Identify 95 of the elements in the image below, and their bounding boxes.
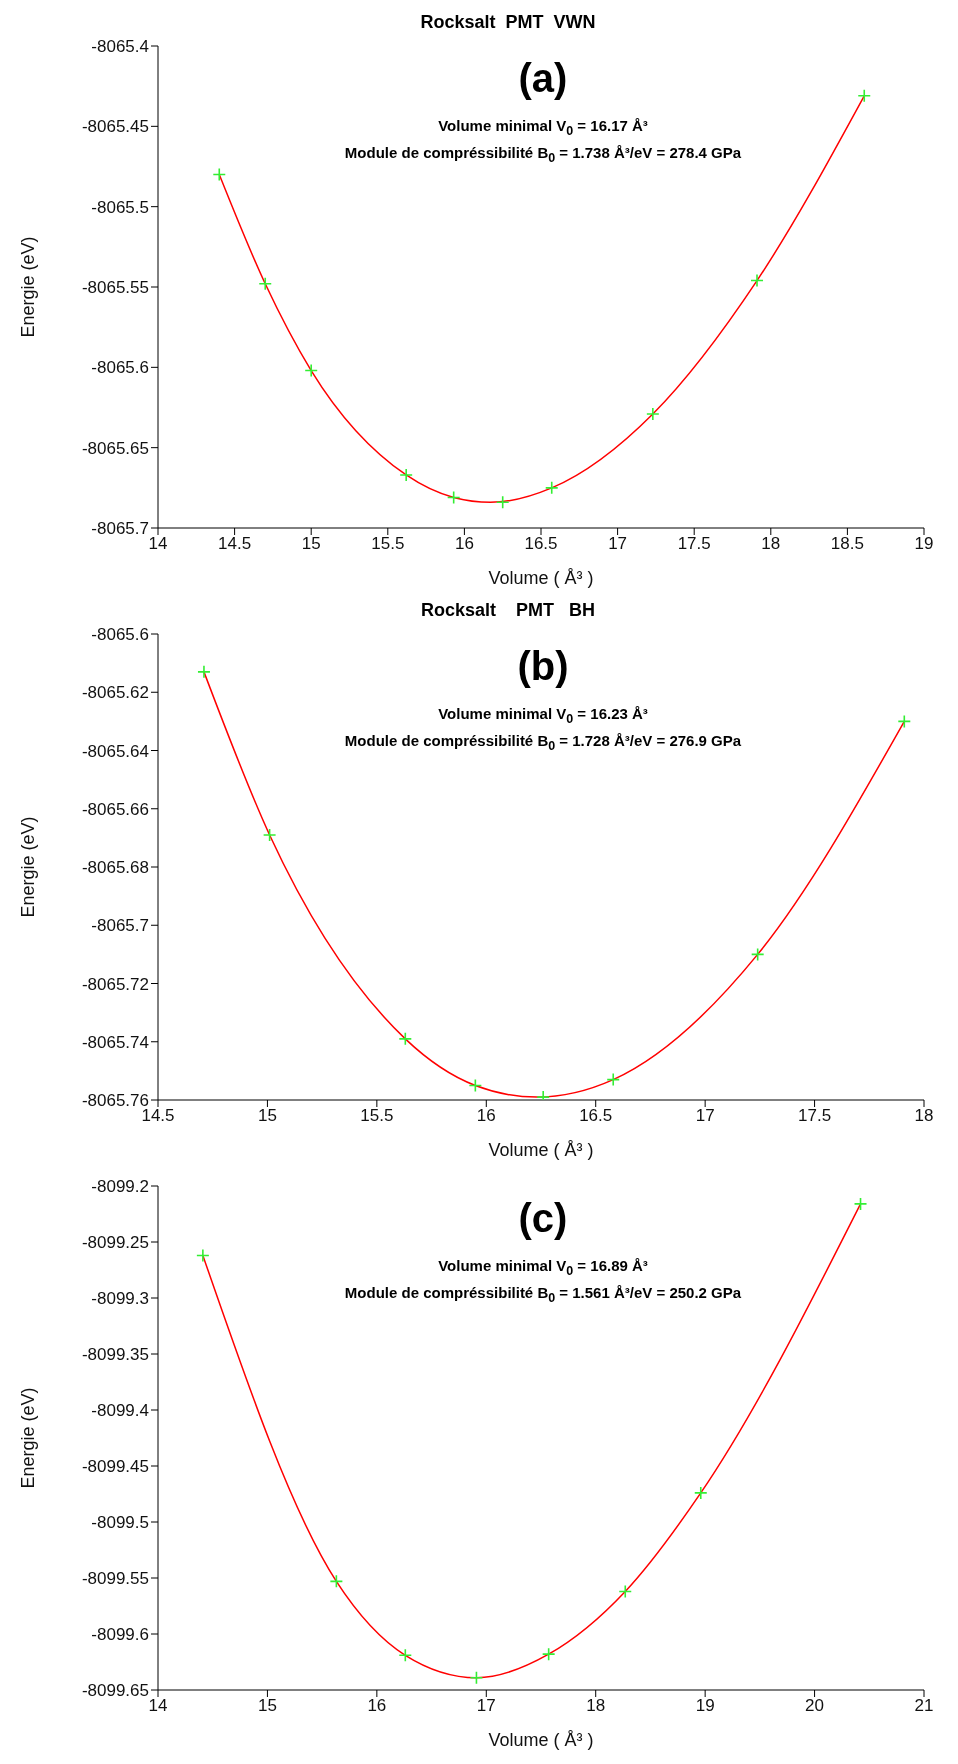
y-tick-label: -8065.74 — [81, 1032, 149, 1052]
point — [446, 490, 461, 505]
point — [606, 1072, 621, 1087]
y-tick-label: -8099.4 — [91, 1401, 149, 1421]
y-tick-label: -8099.6 — [91, 1625, 149, 1645]
point — [469, 1670, 484, 1685]
annotation: Volume minimal V$_{0}$ = 16.17 Å³ — [437, 116, 649, 140]
x-tick-label: 16 — [367, 1696, 387, 1716]
point — [853, 1197, 868, 1211]
y-tick-label: -8065.64 — [81, 741, 149, 761]
x-tick-label: 14.5 — [218, 534, 252, 554]
y-tick-label: -8065.7 — [91, 519, 149, 539]
annotation: Module de compréssibilité B$_{0}$ = 1.728 Å³/eV = 276.9 GPa — [343, 731, 743, 755]
y-tick-label: -8065.4 — [91, 37, 149, 57]
y-tick-label: -8099.25 — [81, 1233, 149, 1253]
x-tick-label: 16.5 — [524, 534, 558, 554]
x-tick-label: 17 — [476, 1696, 496, 1716]
x-tick-label: 15 — [257, 1696, 277, 1716]
y-tick-label: -8065.55 — [81, 278, 149, 298]
point — [897, 714, 912, 729]
y-tick-label: -8065.72 — [81, 974, 149, 994]
point — [258, 276, 273, 291]
x-axis-title: Volume ( Å³ ) — [488, 1730, 594, 1750]
point — [646, 407, 660, 421]
y-tick-label: -8099.5 — [91, 1513, 149, 1533]
y-tick-label: -8065.7 — [91, 916, 149, 936]
x-tick-label: 17 — [695, 1106, 715, 1126]
y-tick-label: -8099.55 — [81, 1569, 149, 1589]
x-tick-label: 20 — [805, 1696, 825, 1716]
y-tick-label: -8065.5 — [91, 197, 149, 217]
y-axis-title: Energie (eV) — [18, 236, 39, 338]
x-tick-label: 17.5 — [677, 534, 711, 554]
x-tick-label: 21 — [914, 1696, 934, 1716]
y-tick-label: -8065.62 — [81, 683, 149, 703]
point — [750, 947, 765, 962]
annotation: Volume minimal V$_{0}$ = 16.89 Å³ — [437, 1256, 649, 1280]
point — [399, 468, 413, 482]
chart-title: Rocksalt PMT BH — [419, 599, 596, 622]
x-tick-label: 16 — [454, 534, 474, 554]
x-tick-label: 14 — [148, 1696, 168, 1716]
x-tick-label: 17 — [608, 534, 628, 554]
x-tick-label: 18.5 — [830, 534, 864, 554]
line-series — [202, 1203, 862, 1679]
x-axis-title: Volume ( Å³ ) — [488, 1140, 594, 1160]
point — [197, 665, 211, 679]
y-tick-label: -8099.3 — [91, 1289, 149, 1309]
y-tick-label: -8065.65 — [81, 438, 149, 458]
y-tick-label: -8065.66 — [81, 799, 149, 819]
y-tick-label: -8065.45 — [81, 117, 149, 137]
x-tick-label: 15 — [301, 534, 321, 554]
point — [541, 1647, 556, 1661]
point — [262, 828, 277, 842]
point — [398, 1648, 413, 1663]
y-tick-label: -8065.6 — [91, 625, 149, 645]
y-tick-label: -8099.35 — [81, 1345, 149, 1365]
point — [196, 1248, 210, 1263]
point — [468, 1078, 483, 1093]
point — [693, 1486, 708, 1500]
x-tick-label: 14 — [148, 534, 168, 554]
annotation: Volume minimal V$_{0}$ = 16.23 Å³ — [437, 704, 649, 728]
point — [495, 495, 510, 510]
x-tick-label: 15.5 — [371, 534, 405, 554]
point — [212, 167, 227, 182]
point — [857, 89, 872, 103]
x-tick-label: 18 — [914, 1106, 934, 1126]
y-tick-label: -8065.6 — [91, 358, 149, 378]
y-tick-label: -8099.65 — [81, 1681, 149, 1701]
point — [750, 273, 764, 288]
x-tick-label: 16 — [476, 1106, 496, 1126]
chart-title: Rocksalt PMT VWN — [419, 11, 597, 34]
y-axis-title: Energie (eV) — [18, 1387, 39, 1489]
point — [618, 1584, 633, 1599]
annotation: (b) — [516, 644, 570, 689]
point — [304, 363, 318, 378]
x-tick-label: 18 — [586, 1696, 606, 1716]
x-tick-label: 14.5 — [141, 1106, 175, 1126]
x-tick-label: 18 — [761, 534, 781, 554]
x-tick-label: 15.5 — [360, 1106, 394, 1126]
y-tick-label: -8099.2 — [91, 1177, 149, 1197]
point — [544, 481, 559, 495]
y-tick-label: -8065.68 — [81, 858, 149, 878]
point — [398, 1032, 413, 1046]
annotation: (a) — [517, 56, 569, 101]
x-tick-label: 19 — [695, 1696, 715, 1716]
x-axis-title: Volume ( Å³ ) — [488, 568, 594, 588]
y-tick-label: -8099.45 — [81, 1457, 149, 1477]
x-tick-label: 17.5 — [798, 1106, 832, 1126]
x-tick-label: 15 — [257, 1106, 277, 1126]
y-axis-title: Energie (eV) — [18, 816, 39, 918]
annotation: Module de compréssibilité B$_{0}$ = 1.561 Å³/eV = 250.2 GPa — [343, 1283, 743, 1307]
point — [329, 1574, 344, 1589]
annotation: Module de compréssibilité B$_{0}$ = 1.738 Å³/eV = 278.4 GPa — [343, 143, 743, 167]
x-tick-label: 16.5 — [579, 1106, 613, 1126]
x-tick-label: 19 — [914, 534, 934, 554]
annotation: (c) — [517, 1196, 569, 1241]
